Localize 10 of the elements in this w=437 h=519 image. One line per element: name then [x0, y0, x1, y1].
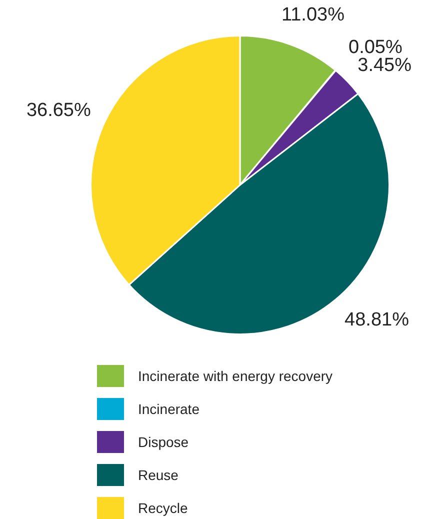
- legend-label: Reuse: [138, 467, 178, 483]
- legend-label: Recycle: [138, 500, 188, 516]
- legend-label: Incinerate: [138, 401, 200, 417]
- legend-label: Dispose: [138, 434, 189, 450]
- data-label: 3.45%: [358, 55, 412, 76]
- data-label: 36.65%: [26, 100, 91, 121]
- data-label: 0.05%: [348, 36, 402, 58]
- data-label: 48.81%: [344, 310, 410, 331]
- data-label: 11.03%: [281, 4, 345, 26]
- legend-label: Incinerate with energy recovery: [138, 368, 333, 384]
